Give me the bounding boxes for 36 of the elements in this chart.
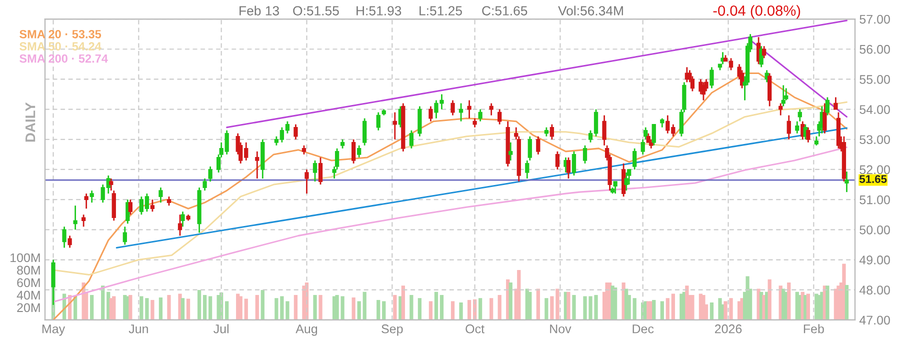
text: SMA 20 · 53.35 <box>20 30 102 38</box>
y-tick-label: 52.00 <box>860 165 890 174</box>
x-tick-label: Nov <box>550 324 572 334</box>
y-tick-label: 56.00 <box>860 44 890 54</box>
y-tick-label: 57.00 <box>860 14 890 24</box>
y-tick-label: 54.00 <box>860 105 890 114</box>
x-tick-label: Sep <box>382 324 403 336</box>
x-tick-label: Jun <box>128 324 148 334</box>
text: H:51.93 <box>356 6 402 16</box>
text: C:51.65 <box>482 6 528 16</box>
text: -0.04 (0.08%) <box>713 5 800 19</box>
ref-line-label: 51.65 <box>860 175 887 184</box>
text: Feb 13 <box>240 6 279 16</box>
x-tick-label: Jul <box>214 324 228 334</box>
y2-tick-label: 100M <box>10 253 40 262</box>
y2-tick-label: 40M <box>16 290 40 300</box>
y-tick-label: 55.00 <box>860 75 890 84</box>
text: L:51.25 <box>420 6 462 16</box>
y-tick-label: 48.00 <box>859 286 890 294</box>
x-tick-label: Feb <box>804 324 824 334</box>
x-tick-label: 2026 <box>714 324 742 334</box>
x-tick-label: May <box>42 324 66 336</box>
y2-tick-label: 80M <box>17 266 40 275</box>
text: Vol:56.34M <box>558 6 623 16</box>
y2-tick-label: 20M <box>17 303 40 312</box>
x-tick-label: Dec <box>632 324 654 334</box>
y-tick-label: 50.00 <box>860 225 890 234</box>
y-tick-label: 53.00 <box>860 135 890 144</box>
text: O:51.55 <box>293 6 339 16</box>
y2-tick-label: 60M <box>17 278 40 288</box>
y-tick-label: 47.00 <box>859 316 890 325</box>
x-tick-label: Aug <box>296 324 318 336</box>
x-tick-label: Oct <box>466 324 484 334</box>
text: DAILY <box>26 102 36 142</box>
y-tick-label: 51.00 <box>860 195 890 204</box>
y-tick-label: 49.00 <box>859 256 890 264</box>
